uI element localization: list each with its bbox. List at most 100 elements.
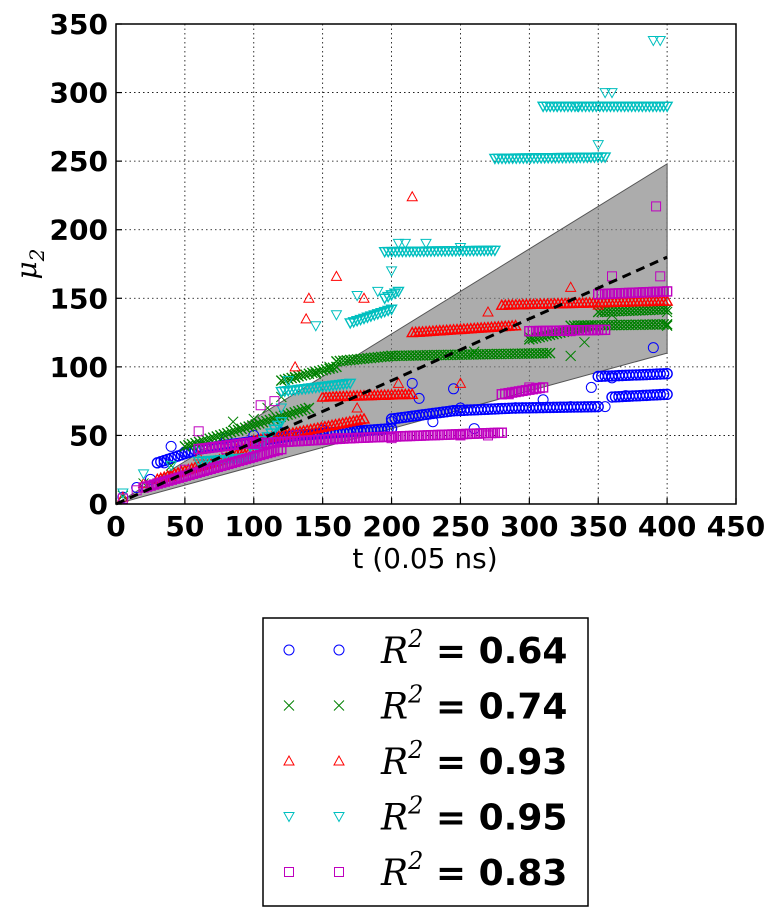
y-axis-title-base: μ — [10, 261, 43, 279]
data-point — [260, 415, 272, 427]
data-point — [657, 368, 670, 380]
legend-marker — [283, 754, 295, 766]
legend-marker — [334, 867, 344, 877]
legend-entry: R2 = 0.64 — [283, 625, 567, 672]
data-point — [599, 401, 611, 413]
x-tick-label: 50 — [165, 510, 204, 543]
data-point — [592, 140, 605, 151]
x-tick-label: 450 — [707, 510, 765, 543]
series-3 — [117, 35, 674, 500]
data-point — [385, 304, 398, 316]
data-point — [306, 367, 318, 379]
data-point — [361, 312, 374, 324]
data-point — [598, 152, 612, 164]
data-point — [303, 402, 315, 414]
data-point — [262, 447, 273, 459]
data-point — [503, 389, 514, 400]
y-tick-label: 0 — [89, 488, 108, 521]
data-point — [310, 366, 322, 378]
data-point — [230, 456, 241, 468]
data-point — [385, 266, 398, 277]
data-point — [661, 303, 673, 315]
data-point — [482, 403, 494, 415]
data-point — [289, 372, 301, 384]
data-point — [347, 317, 360, 329]
data-point — [275, 417, 288, 429]
legend-label-value: = 0.95 — [423, 798, 567, 839]
data-point — [544, 347, 556, 359]
data-point — [537, 101, 549, 113]
data-point — [331, 433, 342, 444]
data-point — [240, 453, 252, 465]
y-tick-label: 300 — [50, 77, 108, 110]
x-tick-label: 200 — [362, 510, 420, 543]
data-point — [330, 270, 343, 281]
data-point — [211, 431, 223, 443]
data-point — [233, 455, 245, 467]
data-point — [165, 461, 177, 472]
legend-marker — [333, 754, 345, 766]
legend-marker — [283, 812, 295, 823]
y-tick-label: 100 — [50, 351, 108, 384]
data-point — [654, 35, 667, 47]
data-point — [599, 324, 611, 336]
data-point — [250, 418, 262, 430]
data-point — [282, 376, 295, 387]
data-point — [420, 238, 432, 250]
data-point — [606, 309, 618, 321]
data-point — [482, 305, 494, 317]
data-point — [214, 429, 226, 441]
data-point — [193, 426, 204, 437]
data-point — [640, 390, 652, 402]
data-point — [392, 238, 405, 250]
data-point — [182, 439, 194, 451]
data-point — [216, 460, 227, 472]
data-point — [381, 305, 395, 317]
data-point — [565, 350, 577, 362]
data-point — [523, 402, 535, 414]
data-point — [406, 387, 419, 399]
data-point — [243, 421, 255, 433]
data-point — [386, 433, 397, 444]
legend-label-base: R — [380, 687, 408, 728]
data-point — [454, 402, 466, 414]
data-point — [392, 286, 405, 298]
legend-entry: R2 = 0.83 — [284, 847, 567, 894]
data-point — [201, 464, 213, 476]
data-point — [296, 369, 308, 381]
data-point — [386, 350, 397, 362]
legend-label-base: R — [380, 798, 408, 839]
x-tick-label: 400 — [638, 510, 696, 543]
data-point — [347, 414, 360, 426]
data-point — [209, 462, 220, 474]
data-point — [272, 444, 284, 456]
data-series — [117, 35, 674, 504]
data-point — [193, 441, 205, 452]
data-point — [275, 375, 287, 387]
data-point — [300, 423, 314, 435]
fit-line — [115, 255, 668, 506]
data-point — [299, 369, 311, 381]
data-point — [317, 364, 329, 376]
legend-label-sup: 2 — [407, 625, 423, 653]
data-point — [332, 417, 346, 429]
data-point — [565, 326, 576, 337]
data-point — [578, 321, 590, 333]
data-point — [524, 382, 535, 393]
legend-label-value: = 0.64 — [423, 631, 567, 672]
data-point — [448, 383, 460, 395]
data-point — [219, 459, 231, 471]
data-point — [661, 320, 673, 332]
legend-entry: R2 = 0.93 — [283, 736, 567, 783]
data-point — [660, 101, 674, 113]
legend-label-base: R — [380, 742, 408, 783]
data-point — [455, 430, 466, 441]
data-point — [336, 416, 349, 428]
data-point — [318, 420, 332, 432]
x-tick-label: 350 — [569, 510, 627, 543]
data-point — [350, 413, 364, 426]
data-point — [303, 292, 315, 303]
y-axis-title-sub: 2 — [25, 249, 49, 263]
